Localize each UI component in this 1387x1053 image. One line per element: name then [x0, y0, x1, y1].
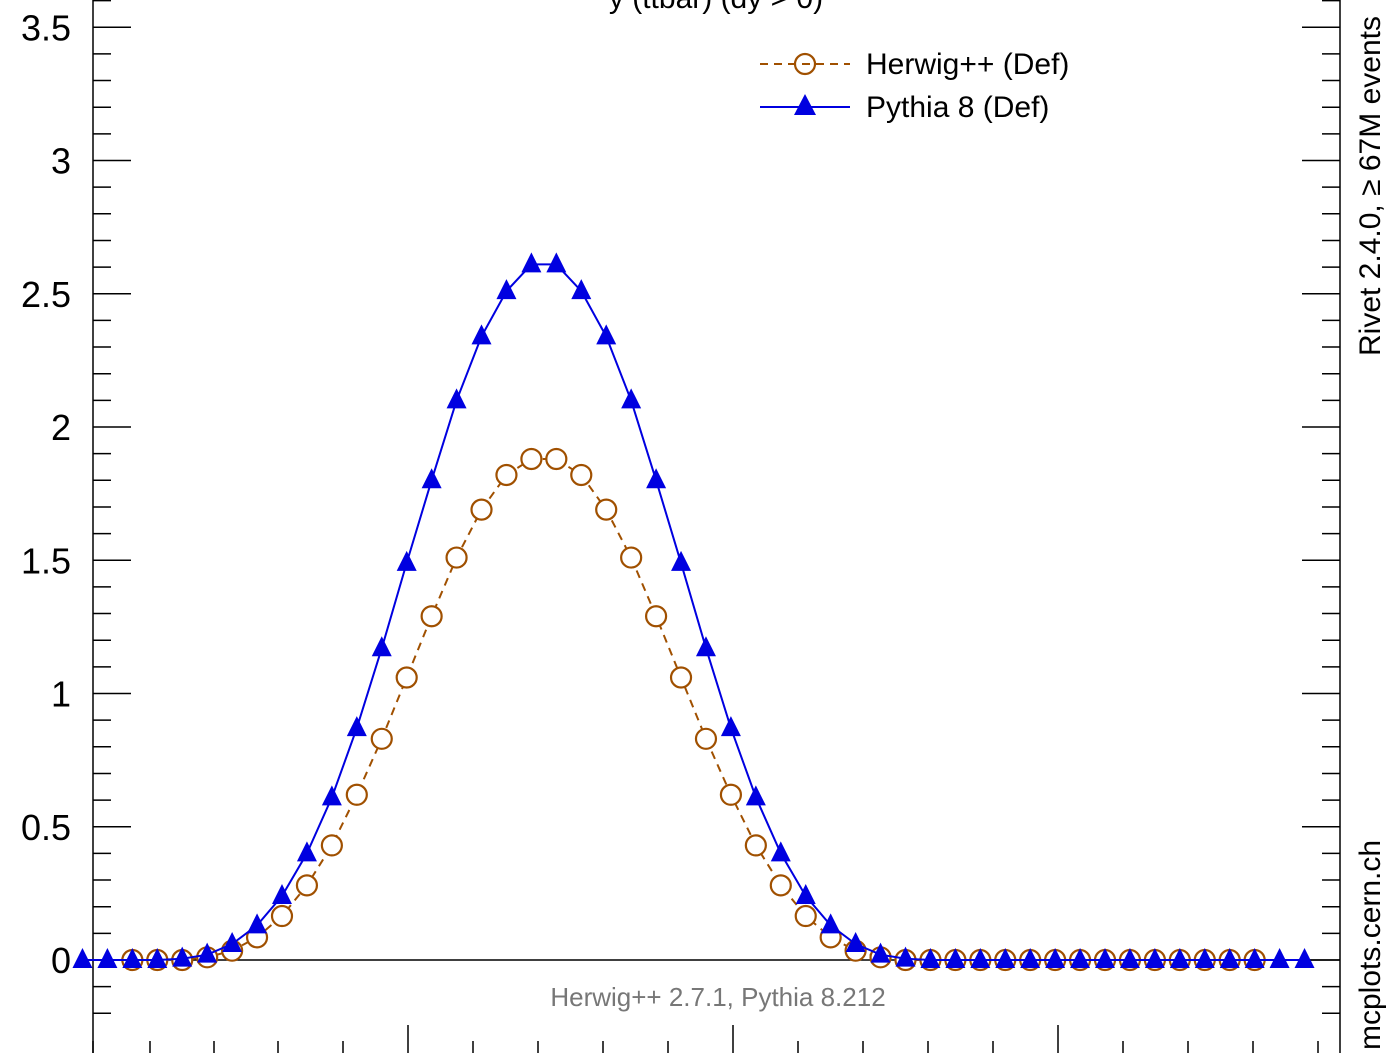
data-point	[1070, 948, 1091, 968]
pythia-series	[72, 252, 1315, 968]
data-point	[895, 946, 916, 967]
data-point	[470, 498, 493, 521]
y-tick-label: 2	[51, 407, 71, 448]
data-point	[321, 785, 342, 806]
data-point	[995, 948, 1016, 968]
legend-herwig-marker	[793, 52, 817, 76]
data-point	[719, 783, 743, 806]
data-point	[744, 834, 767, 857]
data-point	[271, 884, 292, 905]
y-tick-label: 3	[51, 141, 71, 182]
legend-pythia-marker	[794, 94, 816, 115]
data-point	[845, 932, 866, 953]
data-point	[521, 252, 542, 273]
y-tick-label: 2.5	[21, 274, 71, 315]
data-point	[546, 252, 567, 273]
data-point	[945, 948, 966, 968]
data-point	[495, 463, 518, 487]
mcplots-label: mcplots.cern.ch	[1354, 840, 1387, 1050]
data-point	[471, 324, 492, 345]
legend-herwig-label: Herwig++ (Def)	[866, 48, 1069, 81]
data-point	[970, 948, 991, 968]
generator-label: Herwig++ 2.7.1, Pythia 8.212	[550, 982, 885, 1012]
data-point	[671, 550, 692, 571]
data-point	[446, 388, 467, 409]
data-point	[694, 727, 718, 750]
data-point	[570, 463, 593, 487]
data-point	[571, 279, 592, 300]
data-point	[794, 904, 817, 928]
data-point	[222, 932, 243, 953]
data-point	[445, 546, 468, 569]
plot-frame	[92, 0, 1341, 1053]
data-point	[1144, 948, 1165, 968]
series-line	[82, 263, 1305, 961]
data-point	[720, 716, 741, 737]
data-point	[370, 727, 393, 750]
data-point	[621, 388, 642, 409]
data-point	[295, 874, 319, 897]
data-point	[920, 948, 941, 968]
data-point	[172, 946, 193, 967]
data-point	[421, 468, 442, 489]
data-point	[346, 716, 367, 737]
y-tick-label: 1	[51, 674, 71, 715]
data-point	[1045, 948, 1066, 968]
chart-title: y (ttbar) (dy > 0)	[609, 0, 823, 15]
y-tick-label: 1.5	[21, 540, 71, 581]
data-point	[769, 874, 792, 897]
data-point	[345, 783, 368, 806]
herwig-series	[121, 447, 1266, 972]
rivet-label: Rivet 2.4.0, ≥ 67M events	[1354, 16, 1387, 356]
data-point	[247, 913, 268, 934]
data-point	[695, 636, 716, 657]
y-tick-label: 3.5	[21, 7, 71, 48]
data-point	[1269, 948, 1290, 968]
data-point	[644, 605, 668, 628]
data-point	[669, 666, 693, 689]
data-point	[97, 948, 118, 968]
data-point	[1169, 948, 1190, 968]
data-point	[795, 884, 816, 905]
data-point	[595, 498, 618, 521]
y-tick-label: 0	[51, 940, 71, 981]
data-point	[1194, 948, 1215, 968]
data-point	[72, 948, 93, 968]
data-point	[147, 948, 168, 968]
data-point	[646, 468, 667, 489]
data-point	[1095, 948, 1116, 968]
data-point	[270, 904, 294, 928]
y-tick-label: 0.5	[21, 807, 71, 848]
data-point	[596, 324, 617, 345]
data-point	[1244, 948, 1265, 968]
data-point	[1119, 948, 1140, 968]
data-point	[545, 447, 568, 471]
data-point	[1294, 948, 1315, 968]
legend-pythia-label: Pythia 8 (Def)	[866, 91, 1049, 124]
data-point	[870, 942, 891, 963]
data-point	[1020, 948, 1041, 968]
data-point	[296, 841, 317, 862]
y-axis: 0 0.5 1 1.5 2 2.5 3 3.5	[21, 0, 1340, 1015]
data-point	[396, 550, 417, 571]
data-point	[820, 913, 841, 934]
legend: Herwig++ (Def) Pythia 8 (Def)	[760, 48, 1069, 124]
x-axis	[92, 1025, 1319, 1053]
data-point	[496, 279, 517, 300]
data-point	[520, 447, 543, 471]
data-point	[122, 948, 143, 968]
data-point	[371, 636, 392, 657]
data-point	[395, 666, 418, 689]
data-point	[620, 546, 643, 569]
data-point	[420, 605, 443, 628]
data-point	[770, 841, 791, 862]
data-point	[320, 834, 343, 857]
data-point	[745, 785, 766, 806]
data-point	[197, 942, 218, 963]
data-point	[1219, 948, 1240, 968]
